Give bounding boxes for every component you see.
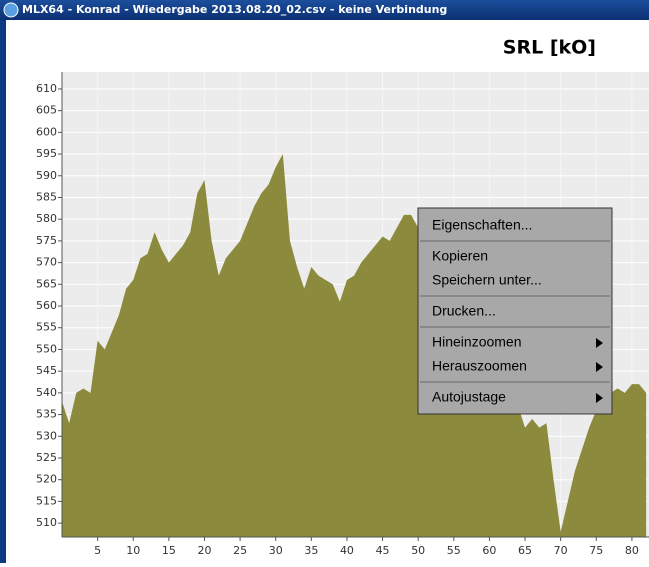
x-tick-label: 5 bbox=[94, 544, 101, 557]
y-tick-label: 515 bbox=[36, 494, 57, 507]
x-tick-label: 20 bbox=[197, 544, 211, 557]
window-title: MLX64 - Konrad - Wiedergabe 2013.08.20_0… bbox=[22, 3, 447, 16]
x-tick-label: 75 bbox=[589, 544, 603, 557]
title-bar bbox=[0, 0, 649, 20]
x-tick-label: 55 bbox=[447, 544, 461, 557]
y-tick-label: 525 bbox=[36, 451, 57, 464]
x-tick-label: 60 bbox=[482, 544, 496, 557]
x-tick-label: 70 bbox=[554, 544, 568, 557]
menu-item[interactable]: Drucken... bbox=[432, 303, 496, 319]
x-tick-label: 35 bbox=[304, 544, 318, 557]
x-tick-label: 65 bbox=[518, 544, 532, 557]
y-tick-label: 550 bbox=[36, 342, 57, 355]
submenu-arrow bbox=[596, 362, 603, 372]
menu-item[interactable]: Eigenschaften... bbox=[432, 217, 532, 233]
y-tick-label: 595 bbox=[36, 147, 57, 160]
submenu-arrow bbox=[596, 393, 603, 403]
x-tick-label: 80 bbox=[625, 544, 639, 557]
app-icon bbox=[3, 2, 19, 18]
x-tick-label: 30 bbox=[269, 544, 283, 557]
x-tick-label: 25 bbox=[233, 544, 247, 557]
x-tick-label: 15 bbox=[162, 544, 176, 557]
y-tick-label: 530 bbox=[36, 429, 57, 442]
menu-item[interactable]: Speichern unter... bbox=[432, 272, 542, 288]
x-tick-label: 45 bbox=[376, 544, 390, 557]
chart-title: SRL [kO] bbox=[503, 37, 596, 59]
menu-item[interactable]: Hineinzoomen bbox=[432, 334, 522, 350]
y-tick-label: 520 bbox=[36, 473, 57, 486]
y-tick-label: 555 bbox=[36, 321, 57, 334]
y-tick-label: 565 bbox=[36, 277, 57, 290]
y-tick-label: 585 bbox=[36, 190, 57, 203]
y-tick-label: 580 bbox=[36, 212, 57, 225]
y-tick-label: 545 bbox=[36, 364, 57, 377]
x-tick-label: 10 bbox=[126, 544, 140, 557]
context-menu: Eigenschaften... Kopieren Speichern unter.… bbox=[417, 207, 613, 415]
y-tick-label: 510 bbox=[36, 516, 57, 529]
submenu-arrow bbox=[596, 338, 603, 348]
menu-item[interactable]: Kopieren bbox=[432, 248, 488, 264]
x-tick-label: 50 bbox=[411, 544, 425, 557]
window-border bbox=[0, 20, 6, 563]
y-tick-label: 560 bbox=[36, 299, 57, 312]
menu-item[interactable]: Autojustage bbox=[432, 389, 506, 405]
y-tick-label: 570 bbox=[36, 256, 57, 269]
y-tick-label: 605 bbox=[36, 104, 57, 117]
menu-item[interactable]: Herauszoomen bbox=[432, 358, 527, 374]
x-tick-label: 40 bbox=[340, 544, 354, 557]
y-tick-label: 535 bbox=[36, 408, 57, 421]
y-tick-label: 610 bbox=[36, 82, 57, 95]
area bbox=[62, 154, 647, 537]
y-tick-label: 540 bbox=[36, 386, 57, 399]
y-tick-label: 575 bbox=[36, 234, 57, 247]
plot: 5105155205255305355405455505555605655705… bbox=[36, 72, 649, 557]
y-tick-label: 600 bbox=[36, 125, 57, 138]
y-tick-label: 590 bbox=[36, 169, 57, 182]
menu-box bbox=[417, 207, 613, 415]
